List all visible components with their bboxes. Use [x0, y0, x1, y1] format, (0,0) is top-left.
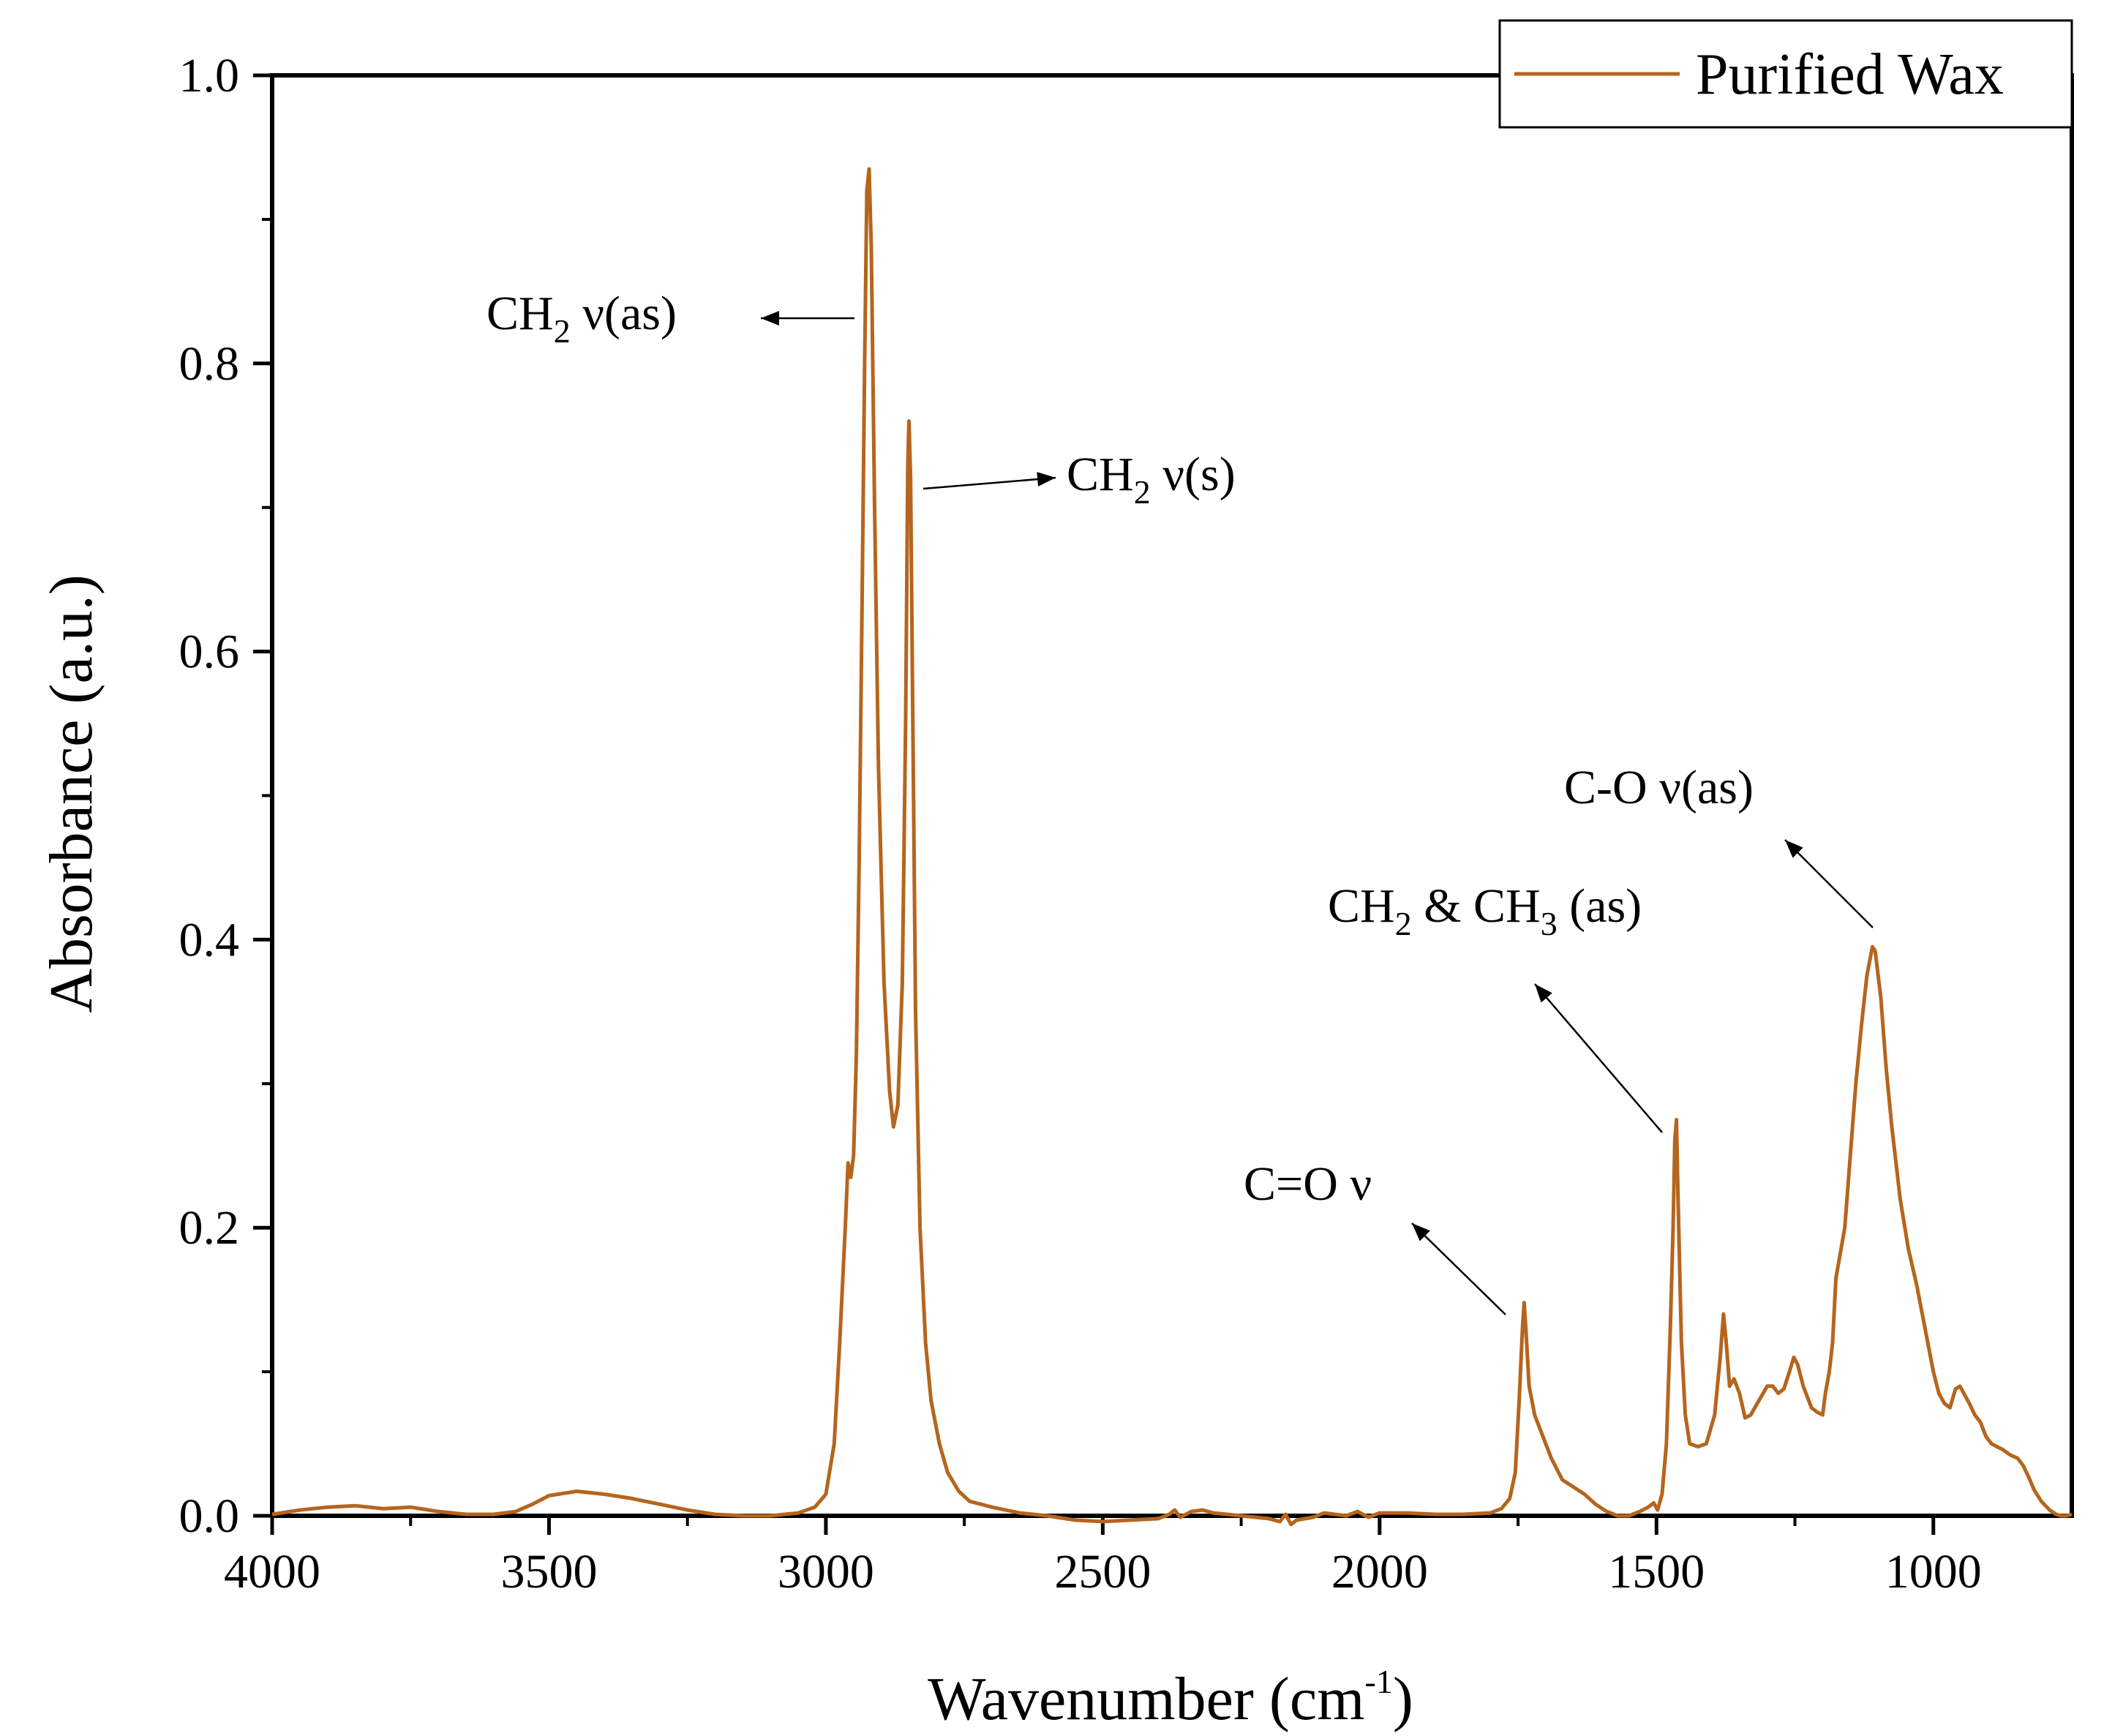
legend-label: Purified Wax [1696, 42, 2004, 107]
x-tick-label: 3000 [778, 1545, 874, 1598]
y-tick-label: 0.0 [179, 1489, 240, 1543]
y-tick-label: 0.4 [179, 913, 240, 966]
x-tick-label: 2500 [1054, 1545, 1151, 1598]
y-tick-label: 0.8 [179, 337, 240, 391]
annotation-arrow-c-o [1784, 839, 1874, 928]
x-tick-label: 1500 [1608, 1545, 1705, 1598]
annotations: CH2 ν(as) CH2 ν(s) C-O ν(as) CH2 & CH3 (… [486, 287, 1874, 1315]
x-axis-ticks: 4000 3500 3000 2500 2000 1500 1000 [224, 1516, 1982, 1598]
annotation-ch2-asym-stretch: CH2 ν(as) [486, 287, 677, 350]
y-tick-label: 0.6 [179, 625, 240, 679]
x-tick-label: 4000 [224, 1545, 320, 1598]
x-tick-label: 2000 [1331, 1545, 1428, 1598]
y-tick-label: 1.0 [179, 49, 240, 102]
y-tick-label: 0.2 [179, 1201, 240, 1255]
legend: Purified Wax [1498, 19, 2073, 129]
x-tick-label: 3500 [500, 1545, 597, 1598]
annotation-arrow-ch2-sym [923, 472, 1056, 490]
x-axis-title: Wavenumber (cm-1) [928, 1663, 1413, 1733]
y-axis-ticks: 0.0 0.2 0.4 0.6 0.8 1.0 [179, 49, 272, 1543]
annotation-c-o-double: C=O ν [1244, 1157, 1372, 1211]
y-axis-title: Absorbance (a.u.) [37, 574, 105, 1012]
annotation-ch2-sym-stretch: CH2 ν(s) [1067, 448, 1236, 511]
annotation-ch2-ch3-bend: CH2 & CH3 (as) [1328, 879, 1642, 942]
spectrum-line-purified-wax [271, 167, 2073, 1527]
annotation-arrow-c-o-double [1411, 1222, 1506, 1315]
annotation-c-o-asym: C-O ν(as) [1564, 761, 1754, 814]
annotation-arrow-ch2-ch3 [1534, 983, 1663, 1133]
x-tick-label: 1000 [1885, 1545, 1982, 1598]
